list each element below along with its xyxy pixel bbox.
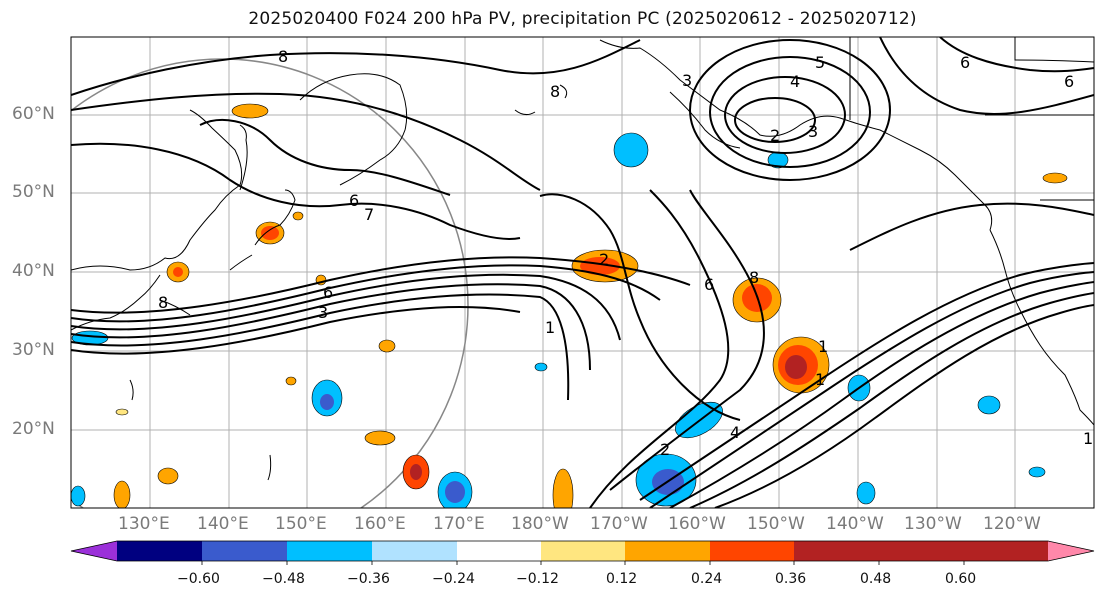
contour-label: 3 <box>682 71 692 90</box>
map-title: 2025020400 F024 200 hPa PV, precipitatio… <box>248 9 917 29</box>
colorbar-tick-label: 0.24 <box>691 571 723 587</box>
lat-label: 50°N <box>12 182 55 202</box>
contour-label: 4 <box>730 423 740 442</box>
colorbar-bin <box>287 541 372 561</box>
lon-label: 130°E <box>118 514 170 534</box>
contour-label: 4 <box>790 72 800 91</box>
contour-label: 6 <box>1064 72 1074 91</box>
pv-contours <box>71 37 1094 508</box>
colorbar-bin <box>879 541 964 561</box>
lon-label: 130°W <box>904 514 962 534</box>
contour-label: 6 <box>323 283 333 302</box>
map-frame <box>70 36 1095 509</box>
colorbar-tick-label: 0.48 <box>860 571 892 587</box>
colorbar-extend-high <box>1048 541 1094 561</box>
colorbar-extend-low <box>71 541 117 561</box>
contour-labels: 8 8 3 5 4 3 2 6 7 6 6 3 6 8 8 1 1 1 2 2 … <box>158 47 1093 459</box>
lat-label: 60°N <box>12 104 55 124</box>
coastlines <box>71 37 1094 481</box>
lon-label: 160°E <box>354 514 406 534</box>
colorbar-bin <box>117 541 202 561</box>
lon-label: 140°E <box>197 514 249 534</box>
contour-label: 8 <box>278 47 288 66</box>
contour-label: 8 <box>550 82 560 101</box>
contour-label: 1 <box>818 337 828 356</box>
lon-label: 150°E <box>275 514 327 534</box>
lat-label: 40°N <box>12 261 55 281</box>
colorbar-bin <box>710 541 794 561</box>
contour-label: 8 <box>749 268 759 287</box>
colorbar-tick-label: −0.48 <box>262 571 305 587</box>
colorbar <box>70 540 1095 565</box>
contour-label: 3 <box>318 303 328 322</box>
contour-label: 6 <box>704 275 714 294</box>
colorbar-bin <box>625 541 710 561</box>
colorbar-tick-label: −0.60 <box>177 571 220 587</box>
contour-label: 5 <box>815 53 825 72</box>
contour-label: 6 <box>349 191 359 210</box>
colorbar-tick-label: −0.24 <box>432 571 475 587</box>
contour-label: 8 <box>158 293 168 312</box>
colorbar-tick-label: 0.60 <box>945 571 977 587</box>
contour-label: 6 <box>960 53 970 72</box>
contour-label: 2 <box>770 126 780 145</box>
contour-label: 7 <box>364 205 374 224</box>
contour-label: 1 <box>1083 429 1093 448</box>
lon-label: 170°E <box>433 514 485 534</box>
lon-label: 160°W <box>668 514 726 534</box>
lon-label: 180°W <box>511 514 569 534</box>
lat-label: 30°N <box>12 340 55 360</box>
colorbar-tick-label: 0.12 <box>606 571 638 587</box>
lat-label: 20°N <box>12 419 55 439</box>
lon-label: 150°W <box>747 514 805 534</box>
contour-label: 1 <box>545 318 555 337</box>
colorbar-tick-label: 0.36 <box>775 571 807 587</box>
lon-label: 140°W <box>826 514 884 534</box>
colorbar-bin <box>541 541 625 561</box>
contour-label: 3 <box>808 122 818 141</box>
lon-label: 120°W <box>983 514 1041 534</box>
colorbar-bin <box>964 541 1048 561</box>
contour-label: 1 <box>815 370 825 389</box>
colorbar-bin <box>457 541 541 561</box>
map-area <box>71 37 1094 508</box>
colorbar-bin <box>202 541 287 561</box>
colorbar-tick-label: −0.12 <box>516 571 559 587</box>
contour-label: 2 <box>660 440 670 459</box>
colorbar-bin <box>372 541 457 561</box>
colorbar-tick-label: −0.36 <box>347 571 390 587</box>
lon-label: 170°W <box>590 514 648 534</box>
colorbar-bin <box>794 541 879 561</box>
contour-label: 2 <box>599 250 609 269</box>
